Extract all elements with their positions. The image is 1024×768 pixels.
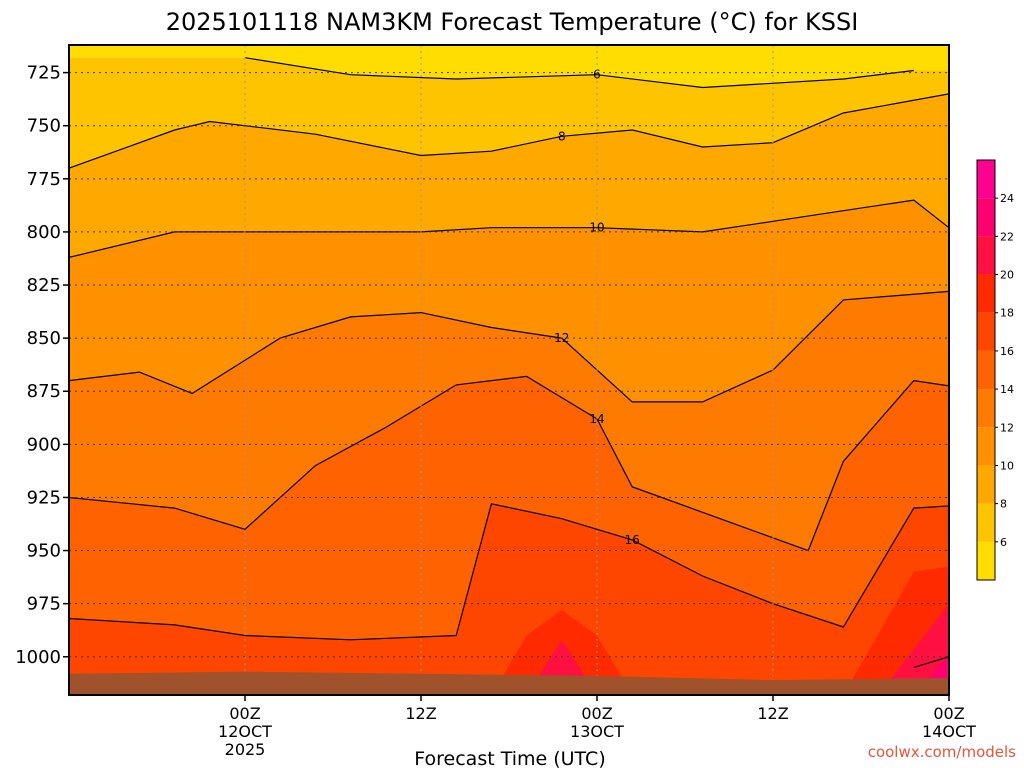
chart-title: 2025101118 NAM3KM Forecast Temperature (… [166,8,859,36]
x-tick-label-h10-0: 12Z [405,704,436,723]
y-tick-label-775: 775 [27,169,61,190]
warm-pocket-3 [878,603,949,695]
y-tick-label-875: 875 [27,381,61,402]
colorbar-label-18: 18 [1000,307,1014,320]
y-tick-label-900: 900 [27,434,61,455]
credit-text: coolwx.com/models [868,743,1016,761]
colorbar-swatch-7 [977,274,995,313]
y-tick-label-750: 750 [27,116,61,137]
isotherm-16 [69,503,949,641]
x-tick-label-h0-0: 00Z [229,704,260,723]
colorbar-label-6: 6 [1000,536,1007,549]
y-tick-label-725: 725 [27,63,61,84]
colorbar-label-22: 22 [1000,230,1014,243]
isotherm-label-10: 10 [589,221,604,235]
colorbar-frame [976,159,996,581]
colorbar-swatch-9 [977,198,995,237]
isotherm-label-6: 6 [593,68,601,82]
band-8-10 [69,93,949,258]
y-tick-label-975: 975 [27,594,61,615]
colorbar-swatch-5 [977,350,995,390]
colorbar-label-16: 16 [1000,345,1014,358]
y-axis: 725 750 775 800 825 850 875 900 925 950 975 1000 [15,63,69,668]
x-tick-label-h0-1: 12OCT [218,722,272,741]
colorbar-swatch-4 [977,389,995,428]
isotherm-8 [69,93,949,169]
colorbar-label-12: 12 [1000,421,1014,434]
x-tick-label-h40-0: 00Z [933,704,964,723]
colorbar-swatch-3 [977,427,995,466]
colorbar-swatch-2 [977,465,995,504]
isotherm-6 [244,57,914,89]
band-above-16 [69,503,949,695]
x-tick-label-h20-0: 00Z [581,704,612,723]
isotherm-label-8: 8 [558,129,566,143]
band-12-14 [69,291,949,551]
y-tick-label-825: 825 [27,275,61,296]
y-tick-label-850: 850 [27,328,61,349]
x-tick-label-h40-1: 14OCT [922,722,976,741]
isotherm-12 [69,290,949,403]
terrain-ground [69,671,949,695]
isotherm-label-22: 22 [977,639,992,653]
colorbar-swatch-1 [977,503,995,542]
y-tick-label-950: 950 [27,541,61,562]
y-tick-label-800: 800 [27,222,61,243]
band-10-12 [69,200,949,402]
colorbar-label-24: 24 [1000,192,1014,205]
colorbar-swatch-10 [977,160,995,199]
plot-frame [68,44,950,696]
colorbar-swatch-0 [977,541,995,580]
band-6-8 [69,57,949,169]
x-tick-label-h20-1: 13OCT [570,722,624,741]
colorbar-label-20: 20 [1000,269,1014,282]
colorbar-swatch-8 [977,236,995,275]
isotherm-22 [913,656,949,668]
x-tick-label-h0-2: 2025 [225,740,266,759]
band-below-6 [69,45,949,88]
colorbar-swatch-6 [977,312,995,351]
colorbar-label-8: 8 [1000,498,1007,511]
y-tick-label-925: 925 [27,487,61,508]
band-14-16 [69,376,949,640]
colorbar-legend: 6 8 10 12 14 16 18 20 22 24 [976,159,1014,581]
temperature-fill-layer [69,45,949,695]
grid-lines [69,45,949,695]
y-tick-label-1000: 1000 [15,647,61,668]
x-axis-label: Forecast Time (UTC) [414,748,605,768]
colorbar-label-10: 10 [1000,459,1014,472]
colorbar-label-14: 14 [1000,383,1014,396]
isotherm-label-16: 16 [625,533,640,547]
x-tick-label-h30-0: 12Z [757,704,788,723]
